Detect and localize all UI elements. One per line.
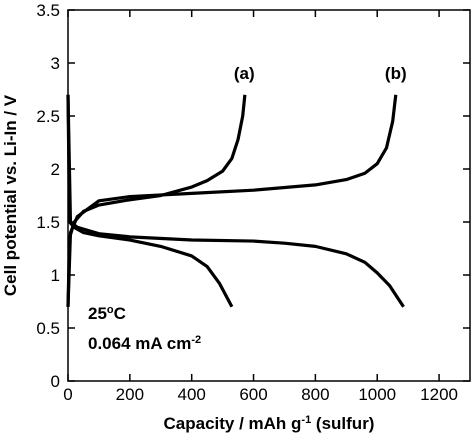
condition-part: C xyxy=(114,304,126,323)
y-tick-label: 1 xyxy=(51,266,60,285)
condition-part: o xyxy=(107,304,114,316)
curve-label: (a) xyxy=(234,64,255,83)
y-tick-label: 1.5 xyxy=(36,213,60,232)
x-tick-label: 200 xyxy=(116,385,144,404)
y-tick-label: 3.5 xyxy=(36,1,60,20)
curve xyxy=(66,94,405,308)
y-tick-label: 2 xyxy=(51,160,60,179)
y-tick-label: 3 xyxy=(51,54,60,73)
y-tick-label: 2.5 xyxy=(36,107,60,126)
y-tick-label: 0 xyxy=(51,372,60,391)
curve xyxy=(66,94,234,308)
condition-text: 25oC xyxy=(88,304,126,323)
y-axis-label: Cell potential vs. Li-In / V xyxy=(1,94,20,296)
y-tick-label: 0.5 xyxy=(36,319,60,338)
curve-label: (b) xyxy=(385,64,407,83)
x-tick-label: 600 xyxy=(239,385,267,404)
condition-part: 25 xyxy=(88,304,107,323)
x-axis-label-part: Capacity / mAh g xyxy=(164,414,302,433)
condition-part: -2 xyxy=(191,334,201,346)
x-axis-label-part: -1 xyxy=(301,414,311,426)
x-tick-label: 800 xyxy=(301,385,329,404)
condition-part: 0.064 mA cm xyxy=(88,334,191,353)
curve xyxy=(66,94,398,307)
x-tick-label: 400 xyxy=(178,385,206,404)
x-tick-label: 1000 xyxy=(358,385,396,404)
x-axis-label-part: (sulfur) xyxy=(311,414,374,433)
condition-text: 0.064 mA cm-2 xyxy=(88,334,201,353)
curve xyxy=(66,94,247,307)
x-tick-label: 0 xyxy=(63,385,72,404)
x-axis-label: Capacity / mAh g-1 (sulfur) xyxy=(164,414,375,433)
x-tick-label: 1200 xyxy=(420,385,458,404)
